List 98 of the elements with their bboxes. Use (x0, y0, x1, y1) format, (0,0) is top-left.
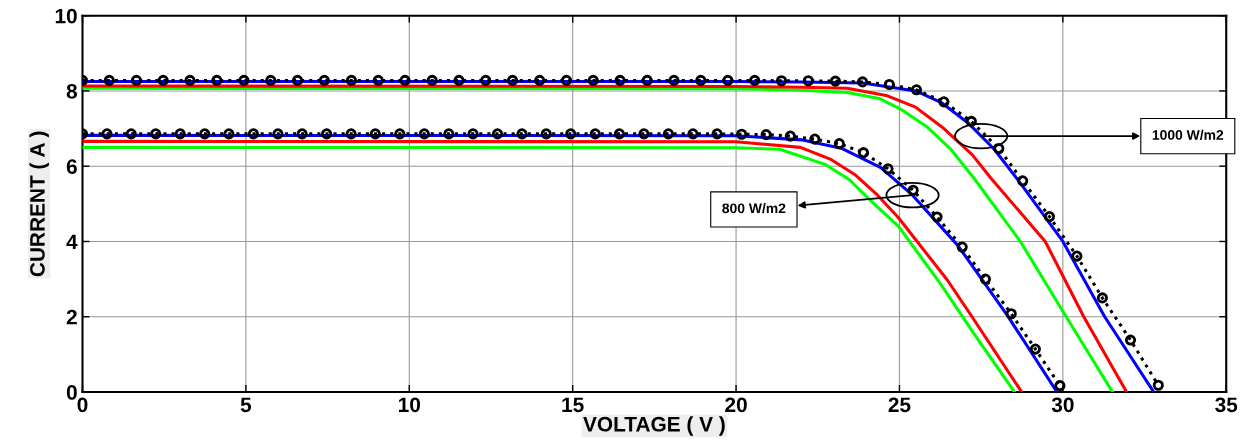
point (467, 128, 479, 140)
point (369, 128, 381, 140)
point (443, 128, 455, 140)
point (965, 115, 977, 127)
x-tick-label: 0 (77, 397, 88, 413)
point (399, 74, 411, 86)
point (883, 78, 895, 91)
point (856, 76, 869, 88)
point (638, 128, 650, 140)
point (956, 241, 968, 253)
point (1054, 380, 1066, 392)
point (372, 74, 384, 86)
point (979, 273, 991, 285)
point (101, 128, 113, 140)
point (1043, 211, 1056, 223)
point (184, 74, 196, 86)
point (199, 128, 211, 140)
point (722, 74, 734, 86)
point (589, 128, 601, 140)
x-tick-label: 30 (1051, 397, 1074, 413)
point (247, 128, 259, 140)
point (211, 74, 223, 86)
point (775, 75, 788, 87)
annotation: 1000 W/m2 (1152, 129, 1224, 140)
point (1096, 292, 1108, 304)
y-tick-label: 8 (66, 83, 77, 99)
y-tick-label: 10 (55, 8, 77, 24)
y-tick-label: 4 (66, 234, 78, 250)
point (1017, 175, 1029, 187)
point (506, 74, 519, 86)
point (321, 128, 333, 140)
point (318, 74, 330, 86)
point (614, 74, 626, 86)
point (491, 128, 504, 140)
point (1071, 250, 1083, 262)
point (238, 74, 250, 86)
point (265, 74, 277, 86)
point (829, 75, 841, 87)
point (174, 128, 186, 140)
point (560, 74, 573, 86)
x-tick-label: 15 (562, 397, 584, 413)
point (534, 74, 546, 86)
y-tick-label: 2 (66, 309, 77, 325)
point (907, 184, 919, 196)
x-tick-label: 5 (240, 397, 252, 413)
point (938, 96, 950, 108)
point (882, 163, 894, 175)
x-axis-title: VOLTAGE ( V ) (583, 416, 725, 436)
point (1152, 379, 1164, 391)
annotation: 800 W/m2 (722, 203, 786, 214)
point (345, 74, 357, 86)
point (394, 128, 406, 140)
x-tick-label: 25 (888, 397, 911, 413)
point (687, 128, 699, 140)
point (857, 147, 870, 159)
point (736, 128, 748, 140)
point (426, 74, 438, 86)
point (587, 74, 599, 86)
point (345, 128, 357, 140)
point (695, 74, 707, 86)
point (296, 128, 308, 140)
point (833, 138, 845, 150)
point (910, 84, 923, 96)
point (802, 75, 814, 87)
point (1124, 334, 1137, 346)
point (613, 128, 625, 140)
x-tick-label: 35 (1215, 397, 1238, 413)
x-tick-label: 10 (399, 397, 421, 413)
point (749, 74, 761, 86)
point (809, 133, 821, 145)
point (453, 74, 465, 86)
point (641, 74, 653, 86)
point (540, 128, 552, 140)
point (418, 128, 430, 140)
point (272, 128, 284, 140)
point (784, 130, 796, 142)
point (480, 74, 492, 86)
x-tick-label: 20 (725, 397, 747, 413)
point (223, 128, 235, 140)
point (1029, 343, 1041, 355)
point (711, 128, 723, 140)
point (1005, 308, 1017, 320)
point (103, 74, 115, 86)
point (931, 211, 943, 223)
point (662, 128, 674, 140)
point (150, 128, 162, 140)
point (760, 129, 772, 141)
point (291, 74, 304, 86)
point (668, 74, 680, 86)
point (130, 74, 142, 86)
point (516, 128, 528, 140)
y-axis-title: CURRENT ( A ) (29, 131, 49, 277)
point (157, 74, 169, 86)
point (993, 142, 1005, 155)
y-tick-label: 0 (66, 385, 77, 400)
point (125, 128, 137, 140)
point (565, 128, 577, 140)
y-tick-label: 6 (66, 159, 77, 174)
